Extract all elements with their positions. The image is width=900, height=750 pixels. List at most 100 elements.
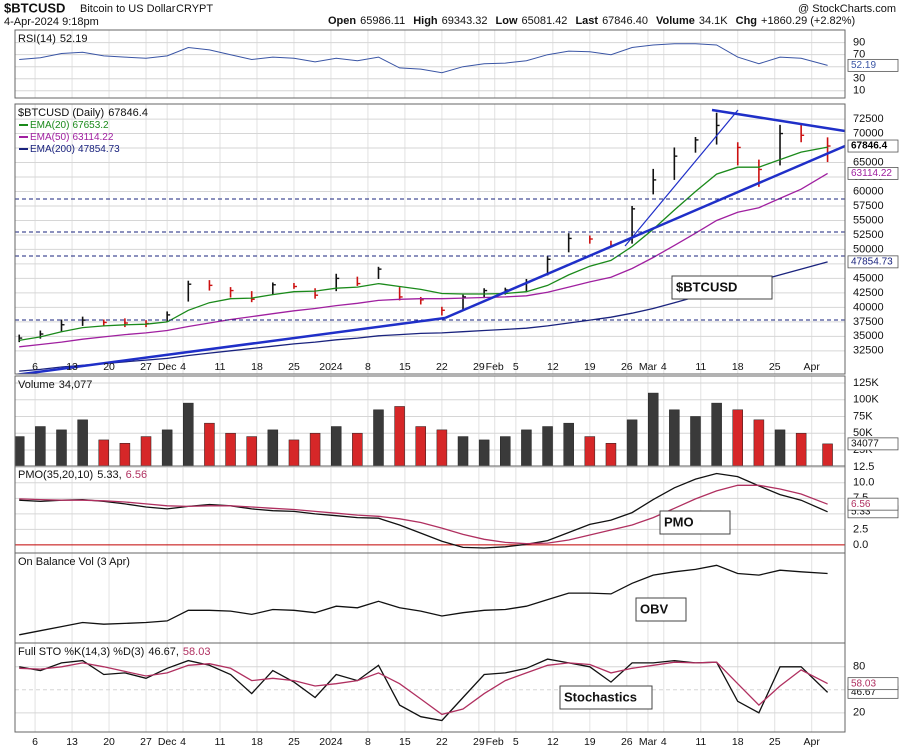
x-tick-label: 26	[621, 736, 633, 748]
volume-bar	[56, 429, 67, 466]
x-tick-label: 25	[288, 736, 300, 748]
series-line	[19, 43, 828, 74]
series-line	[19, 472, 828, 549]
x-tick-label: Mar	[639, 736, 658, 748]
x-tick-label: 27	[140, 361, 152, 373]
legend: EMA(50) 63114.22	[30, 132, 114, 143]
y-tick-label: 12.5	[853, 461, 874, 473]
symbol: $BTCUSD	[4, 0, 65, 15]
panel	[15, 104, 845, 374]
y-tick-label: 55000	[853, 214, 884, 226]
legend-value: 6.56	[126, 469, 147, 481]
quote-label: Last	[575, 15, 598, 27]
x-tick-label: 25	[288, 361, 300, 373]
volume-bar	[732, 409, 743, 466]
value-box	[847, 255, 899, 269]
x-tick-label: 6	[32, 736, 38, 748]
volume-bar	[584, 436, 596, 466]
legend: Full STO %K(14,3) %D(3) 46.67, 58.03	[18, 646, 210, 658]
value-box	[847, 58, 899, 72]
annotation-box	[671, 275, 773, 300]
volume-bar	[288, 439, 300, 466]
panel	[15, 643, 845, 732]
y-tick-label: 40000	[853, 301, 884, 313]
volume-bar	[647, 392, 659, 466]
legend-value: 63114.22	[72, 132, 113, 143]
x-tick-label: 29	[473, 361, 485, 373]
volume-bar	[35, 426, 46, 466]
x-tick-label: 2024	[319, 361, 343, 373]
x-tick-label: 20	[103, 736, 115, 748]
volume-bar	[15, 436, 25, 466]
annotation: $BTCUSD	[676, 279, 737, 294]
value-box	[847, 677, 899, 691]
x-tick-label: 11	[695, 736, 706, 748]
value-box-label: 67846.4	[851, 141, 888, 152]
panel-frame	[14, 642, 846, 733]
quote-label: High	[413, 15, 438, 27]
volume-bar	[774, 429, 786, 466]
x-tick-label: 18	[732, 361, 744, 373]
annotation: Stochastics	[564, 689, 637, 704]
volume-bar	[204, 422, 215, 466]
x-tick-label: 6	[32, 361, 38, 373]
volume-bar	[119, 442, 131, 466]
quote-value: 65081.42	[522, 15, 568, 27]
volume-bar	[373, 409, 384, 466]
quote-label: Open	[328, 15, 356, 27]
y-tick-label: 70	[853, 49, 865, 61]
date: 4-Apr-2024 9:18pm	[4, 16, 99, 28]
legend-name: EMA(50)	[30, 132, 69, 143]
y-tick-label: 37500	[853, 316, 884, 328]
symbol-name: Bitcoin to US Dollar	[80, 3, 176, 15]
panel	[15, 466, 845, 553]
x-tick-label: 11	[695, 361, 706, 373]
x-tick-label: 20	[103, 361, 115, 373]
legend-value: 67846.4	[108, 107, 148, 119]
legend-value: 47854.73	[78, 144, 120, 155]
legend-value: 34,077	[59, 379, 93, 391]
x-tick-label: 22	[436, 361, 448, 373]
x-tick-label: 2024	[319, 736, 343, 748]
legend-title: PMO(35,20,10)	[18, 469, 93, 481]
quote-value: 34.1K	[699, 15, 728, 27]
x-tick-label: 19	[584, 361, 596, 373]
y-tick-label: 72500	[853, 113, 884, 125]
legend-title: Full STO %K(14,3) %D(3)	[18, 646, 144, 658]
x-tick-label: 11	[215, 361, 226, 373]
panel	[15, 30, 845, 98]
quote-label: Volume	[656, 15, 695, 27]
y-tick-label: 50000	[853, 243, 884, 255]
value-box	[847, 139, 899, 153]
x-tick-label: Dec	[158, 736, 177, 748]
quote-value: 67846.40	[602, 15, 648, 27]
y-tick-label: 50K	[853, 427, 873, 439]
x-tick-label: 15	[399, 736, 411, 748]
y-tick-label: 52500	[853, 229, 884, 241]
annotation-box	[559, 685, 653, 710]
x-tick-label: 18	[251, 361, 263, 373]
volume-bar	[140, 436, 152, 466]
series-line	[19, 564, 828, 636]
x-tick-label: 13	[66, 361, 78, 373]
value-box-label: 5.33	[851, 506, 871, 517]
volume-bar	[225, 432, 236, 466]
value-box-label: 58.03	[851, 678, 876, 689]
x-tick-label: 29	[473, 736, 485, 748]
x-tick-label: 4	[661, 736, 667, 748]
legend-value: 52.19	[60, 33, 88, 45]
legend: EMA(20) 67653.2	[30, 120, 109, 131]
legend-title: Volume	[18, 379, 55, 391]
x-tick-label: 12	[547, 736, 559, 748]
x-tick-label: 25	[769, 736, 781, 748]
legend: PMO(35,20,10) 5.33, 6.56	[18, 469, 147, 481]
legend-title: RSI(14)	[18, 33, 56, 45]
volume-bar	[352, 432, 363, 466]
legend-value: 58.03	[183, 646, 211, 658]
x-tick-label: 4	[180, 736, 186, 748]
legend: RSI(14) 52.19	[18, 33, 87, 45]
annotation: OBV	[640, 601, 669, 616]
trendline	[624, 109, 739, 247]
series-line	[19, 661, 828, 716]
